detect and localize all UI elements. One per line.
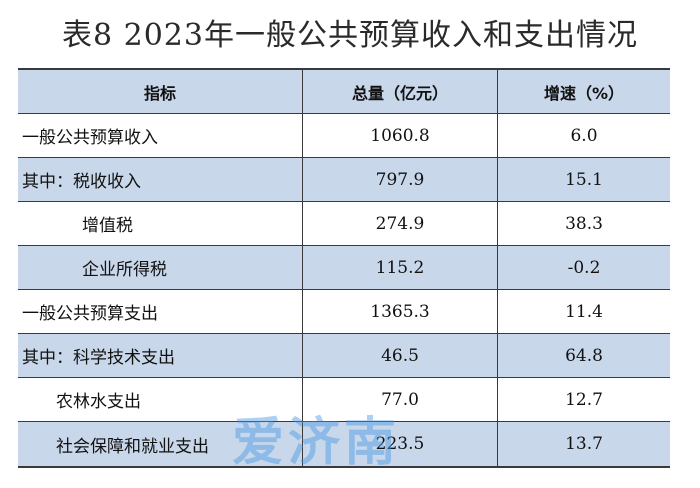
row-label: 一般公共预算收入 [18,114,303,157]
table-row: 其中：科学技术支出 46.5 64.8 [18,334,670,378]
header-growth: 增速（%） [543,83,625,103]
row-label: 农林水支出 [18,378,303,421]
table-row: 一般公共预算收入 1060.8 6.0 [18,114,670,158]
table-row: 一般公共预算支出 1365.3 11.4 [18,290,670,334]
row-growth: 64.8 [565,345,603,366]
row-total: 1365.3 [303,290,498,333]
row-label: 企业所得税 [18,246,303,289]
row-growth: 15.1 [565,169,603,190]
row-label: 一般公共预算支出 [18,290,303,333]
table-row: 社会保障和就业支出 223.5 13.7 [18,422,670,466]
table-row: 其中：税收收入 797.9 15.1 [18,158,670,202]
table-row: 农林水支出 77.0 12.7 [18,378,670,422]
row-growth: 13.7 [565,434,603,454]
budget-table: 指标 总量（亿元） 增速（%） 一般公共预算收入 1060.8 6.0 其中：税… [18,68,670,468]
row-total: 797.9 [303,158,498,201]
row-growth: 6.0 [570,125,598,146]
row-growth: 12.7 [565,389,603,410]
row-growth: 38.3 [565,213,603,234]
row-total: 223.5 [303,422,498,466]
row-total: 77.0 [303,378,498,421]
table-row: 企业所得税 115.2 -0.2 [18,246,670,290]
row-total: 1060.8 [303,114,498,157]
row-growth: -0.2 [567,257,601,278]
row-growth: 11.4 [565,301,603,322]
header-total: 总量（亿元） [303,70,498,113]
table-title: 表8 2023年一般公共预算收入和支出情况 [62,18,638,53]
row-label: 其中：税收收入 [18,158,303,201]
table-row: 增值税 274.9 38.3 [18,202,670,246]
row-label: 其中：科学技术支出 [18,334,303,377]
header-indicator: 指标 [18,70,303,113]
row-label: 社会保障和就业支出 [18,422,303,466]
row-total: 46.5 [303,334,498,377]
row-total: 274.9 [303,202,498,245]
row-label: 增值税 [18,202,303,245]
row-total: 115.2 [303,246,498,289]
table-header-row: 指标 总量（亿元） 增速（%） [18,70,670,114]
